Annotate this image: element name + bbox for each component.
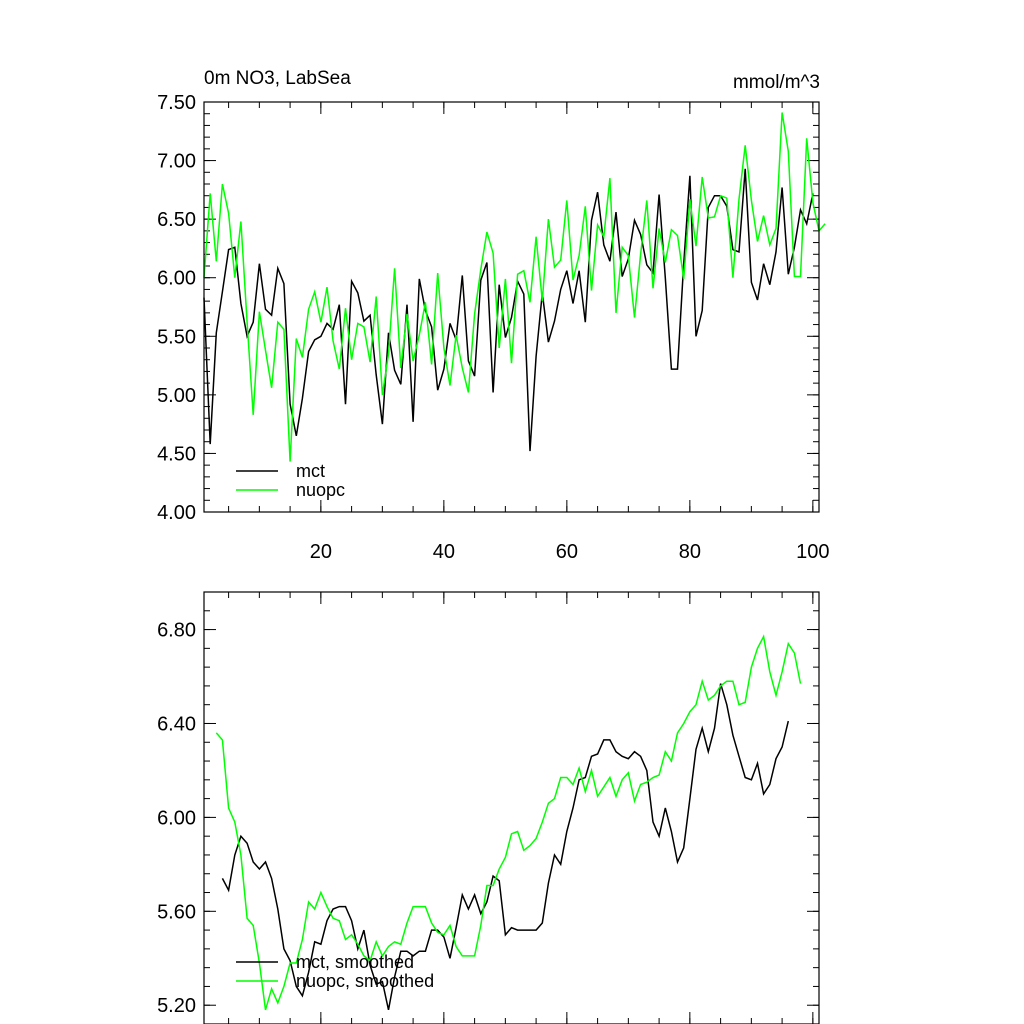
top-legend-label-nuopc: nuopc (296, 480, 345, 500)
bottom-legend-label-nuopc-smoothed: nuopc, smoothed (296, 971, 434, 991)
bottom-ytick-label-6.40: 6.40 (157, 713, 196, 735)
bottom-panel: 5.20 5.60 6.00 6.40 6.80 mct, smoothed n… (157, 591, 820, 1024)
bottom-ytick-label-6.00: 6.00 (157, 807, 196, 829)
top-title-units: mmol/m^3 (733, 72, 820, 93)
top-ytick-label-5.50: 5.50 (157, 326, 196, 348)
top-ytick-label-7.50: 7.50 (157, 92, 196, 114)
bottom-ytick-label-5.20: 5.20 (157, 995, 196, 1017)
bottom-series-mct-smoothed-line (221, 683, 790, 1011)
top-x-tick-labels: 20 40 60 80 100 (310, 541, 830, 563)
top-y-tick-labels: 4.00 4.50 5.00 5.50 6.00 6.50 7.00 7.50 (157, 92, 196, 524)
top-ytick-label-6.00: 6.00 (157, 268, 196, 290)
bottom-legend-label-mct-smoothed: mct, smoothed (296, 952, 414, 972)
bottom-ytick-label-6.80: 6.80 (157, 620, 196, 642)
top-xtick-label-20: 20 (310, 541, 332, 563)
top-ytick-label-4.50: 4.50 (157, 443, 196, 465)
top-series-mct-line (203, 168, 814, 452)
top-plot-frame (203, 101, 820, 513)
bottom-y-tick-labels: 5.20 5.60 6.00 6.40 6.80 (157, 620, 196, 1018)
top-xtick-label-40: 40 (433, 541, 455, 563)
top-ytick-label-6.50: 6.50 (157, 209, 196, 231)
top-xtick-label-80: 80 (679, 541, 701, 563)
top-xtick-label-100: 100 (796, 541, 829, 563)
bottom-ytick-label-5.60: 5.60 (157, 901, 196, 923)
top-ytick-label-4.00: 4.00 (157, 502, 196, 524)
top-series-nuopc-line (203, 112, 826, 462)
top-ytick-label-5.00: 5.00 (157, 385, 196, 407)
bottom-legend: mct, smoothed nuopc, smoothed (236, 952, 434, 991)
top-ytick-label-7.00: 7.00 (157, 151, 196, 173)
bottom-series-nuopc-smoothed-line (215, 634, 802, 1011)
bottom-plot-frame (203, 591, 820, 1024)
top-title-left: 0m NO3, LabSea (204, 68, 351, 89)
top-panel: 0m NO3, LabSea mmol/m^3 4.00 4.50 5.00 5… (157, 68, 829, 563)
top-xtick-label-60: 60 (556, 541, 578, 563)
bottom-major-ticks (204, 592, 819, 1024)
top-legend: mct nuopc (236, 461, 345, 500)
top-major-ticks (204, 101, 819, 513)
top-minor-ticks (204, 101, 819, 513)
top-legend-label-mct: mct (296, 461, 325, 481)
